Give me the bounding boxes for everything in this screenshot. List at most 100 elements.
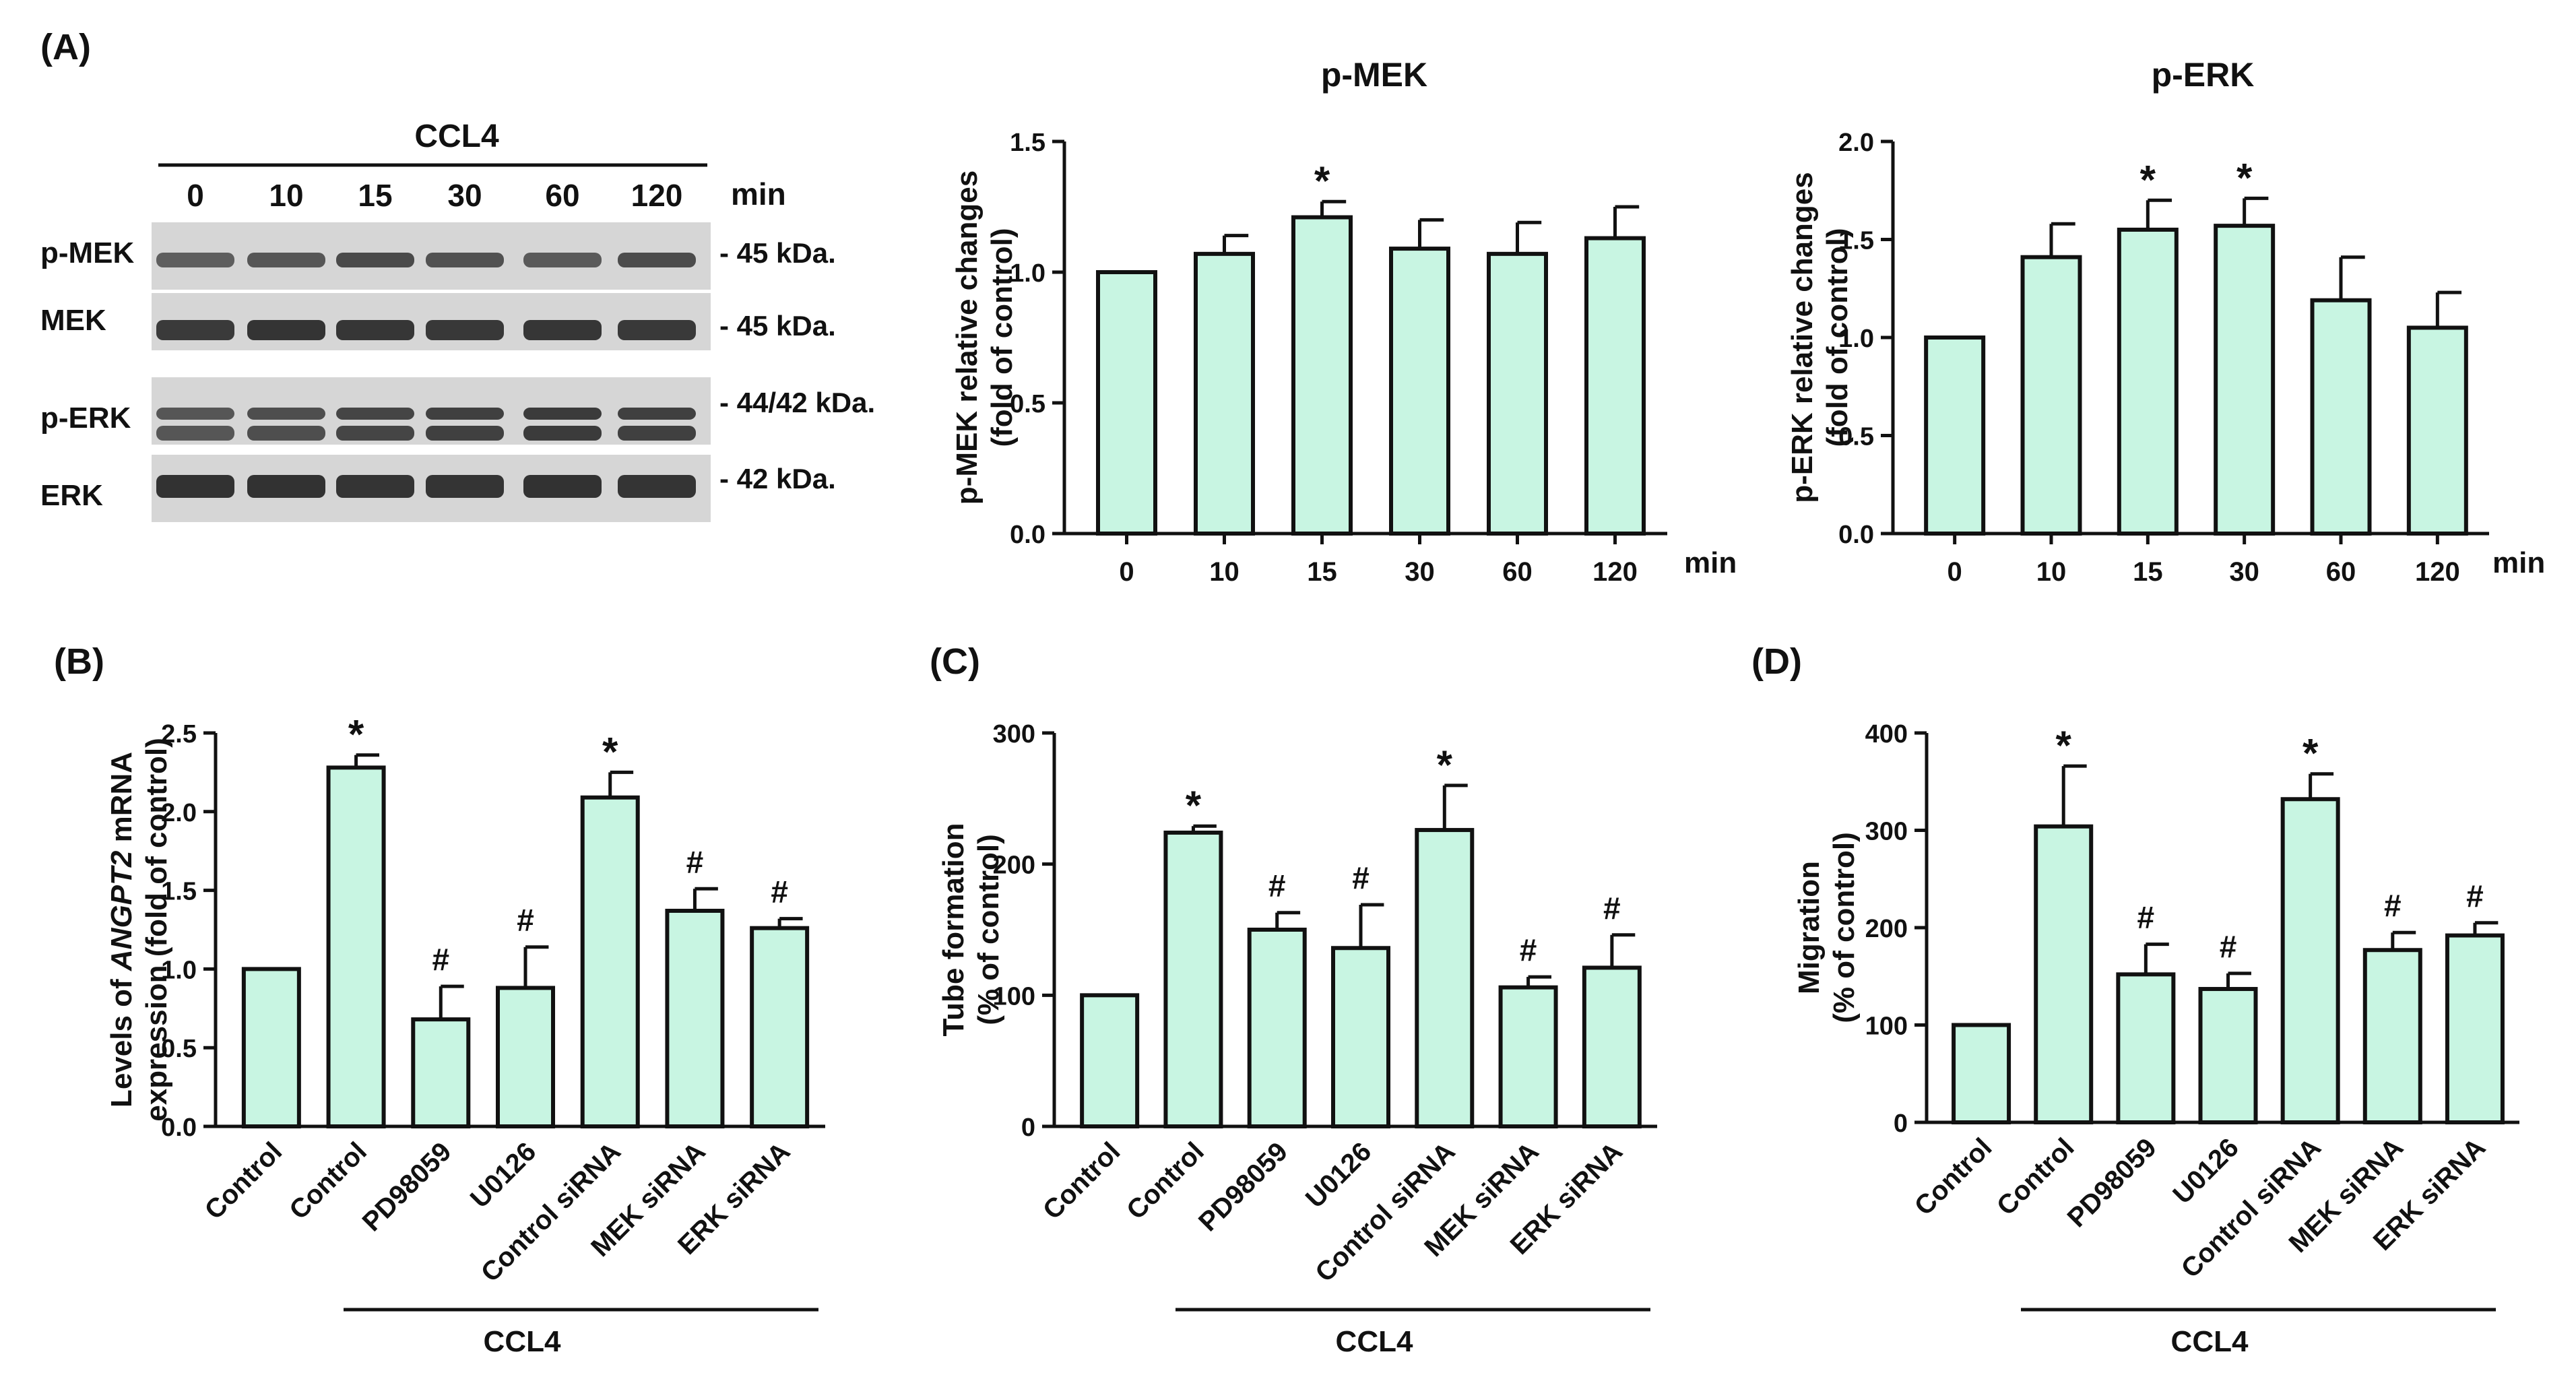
- chart-title: p-ERK: [2152, 56, 2255, 94]
- bar: [2310, 298, 2372, 536]
- blot-band: [247, 320, 325, 340]
- western-blot: p-MEK - 45 kDa. MEK - 45 kDa. p-ERK - 44/42 k…: [40, 222, 875, 522]
- y-tick-label: 300: [993, 720, 1035, 748]
- x-tick-label: 15: [1307, 557, 1337, 587]
- bar: [1498, 985, 1558, 1128]
- y-axis-label-line1: Tube formation: [937, 823, 970, 1037]
- bar: [750, 926, 810, 1128]
- blot-band: [247, 253, 325, 267]
- blot-band: [336, 408, 414, 420]
- x-axis-unit: min: [1684, 546, 1737, 579]
- y-axis-label: Migration (% of control): [1793, 832, 1861, 1023]
- blot-band: [426, 426, 504, 441]
- x-tick-label: 60: [2326, 557, 2356, 587]
- blot-lane-label: 0: [187, 178, 204, 213]
- y-tick-label: 1.0: [1838, 325, 1874, 353]
- x-tick-label: Control: [199, 1136, 288, 1225]
- significance-hash: #: [517, 903, 534, 938]
- bar: [2445, 933, 2505, 1125]
- y-tick-label: 1.0: [161, 956, 197, 984]
- blot-row-label: p-ERK: [40, 402, 131, 435]
- significance-asterisk: *: [1437, 742, 1453, 788]
- x-tick-label: U0126: [1300, 1136, 1377, 1213]
- panel-d-label: (D): [1751, 641, 1802, 682]
- chart-title: p-MEK: [1321, 56, 1427, 94]
- bar: [1291, 215, 1353, 536]
- bar: [2214, 224, 2276, 536]
- blot-band: [156, 475, 234, 498]
- y-tick-label: 0.5: [1838, 423, 1874, 451]
- bar: [1331, 946, 1390, 1128]
- chart-p-erk: p-ERK 0.0 0.5 1.0 1.5 2.0 p-ERK relative chang…: [1786, 56, 2545, 587]
- x-tick-label: 10: [1209, 557, 1239, 587]
- bar: [1582, 965, 1642, 1129]
- bar: [2280, 797, 2340, 1124]
- bar: [1415, 828, 1475, 1128]
- y-axis-label-line1: Levels of ANGPT2 mRNA: [105, 752, 138, 1108]
- x-tick-label: 0: [1119, 557, 1134, 587]
- blot-size-label: - 44/42 kDa.: [719, 387, 875, 418]
- bar: [1924, 335, 1986, 536]
- bar: [2034, 824, 2094, 1124]
- blot-band: [336, 320, 414, 340]
- y-axis-label: Levels of ANGPT2 mRNA expression (fold of…: [105, 738, 173, 1122]
- blot-band: [618, 320, 696, 340]
- significance-hash: #: [686, 844, 704, 879]
- y-tick-label: 0.0: [161, 1114, 197, 1142]
- significance-hash: #: [771, 874, 788, 909]
- x-tick-label: Control siRNA: [1310, 1136, 1460, 1287]
- y-tick-label: 0.5: [1010, 390, 1045, 418]
- significance-hash: #: [2220, 929, 2237, 964]
- panel-b-label: (B): [54, 641, 104, 682]
- blot-lane-label: 10: [269, 178, 303, 213]
- panel-b-bracket-label: CCL4: [484, 1325, 561, 1358]
- y-tick-label: 100: [1865, 1013, 1908, 1041]
- blot-band: [523, 426, 602, 441]
- blot-band: [156, 408, 234, 420]
- significance-hash: #: [2137, 900, 2155, 935]
- blot-band: [523, 320, 602, 340]
- blot-band: [523, 253, 602, 267]
- blot-lane-label: 60: [545, 178, 579, 213]
- x-tick-label: PD98059: [2062, 1132, 2162, 1233]
- blot-band: [247, 426, 325, 441]
- y-axis-label: p-MEK relative changes (fold of control): [951, 170, 1019, 505]
- significance-hash: #: [1352, 860, 1370, 895]
- x-tick-label: 15: [2133, 557, 2163, 587]
- y-tick-label: 2.0: [1838, 129, 1874, 157]
- bar: [496, 986, 555, 1128]
- significance-asterisk: *: [602, 729, 618, 774]
- significance-asterisk: *: [1314, 158, 1330, 203]
- blot-band: [336, 253, 414, 267]
- x-tick-label: 120: [2415, 557, 2460, 587]
- bar: [2198, 987, 2258, 1125]
- significance-asterisk: *: [2140, 157, 2156, 202]
- chart-p-mek: p-MEK 0.0 0.5 1.0 1.5 p-MEK relative changes(…: [951, 56, 1737, 587]
- x-tick-label: 30: [1405, 557, 1435, 587]
- significance-hash: #: [1603, 891, 1621, 926]
- panel-d-bracket-label: CCL4: [2171, 1325, 2249, 1358]
- bar: [2406, 325, 2468, 536]
- significance-asterisk: *: [2056, 723, 2072, 768]
- y-axis-label-line2: (% of control): [1828, 832, 1861, 1023]
- bar: [2362, 948, 2422, 1124]
- y-tick-label: 200: [1865, 915, 1908, 943]
- bar: [411, 1017, 471, 1128]
- y-axis-label-line1: p-ERK relative changes: [1786, 172, 1819, 503]
- panel-a-label: (A): [40, 27, 91, 67]
- significance-hash: #: [1520, 932, 1537, 967]
- bar: [2116, 972, 2176, 1124]
- blot-time-unit: min: [731, 177, 786, 212]
- x-tick-label: Control siRNA: [2176, 1132, 2327, 1283]
- significance-asterisk: *: [2303, 731, 2319, 776]
- bar: [1952, 1023, 2011, 1124]
- bar: [1194, 251, 1255, 536]
- significance-hash: #: [2384, 888, 2402, 923]
- bar: [241, 967, 301, 1129]
- blot-band: [426, 253, 504, 267]
- chart-tube-formation: 0 100 200 300 Tube formation (% of control) Co…: [937, 720, 1657, 1288]
- y-axis-label-line2: (fold of control): [986, 228, 1019, 447]
- x-tick-label: U0126: [2167, 1132, 2244, 1209]
